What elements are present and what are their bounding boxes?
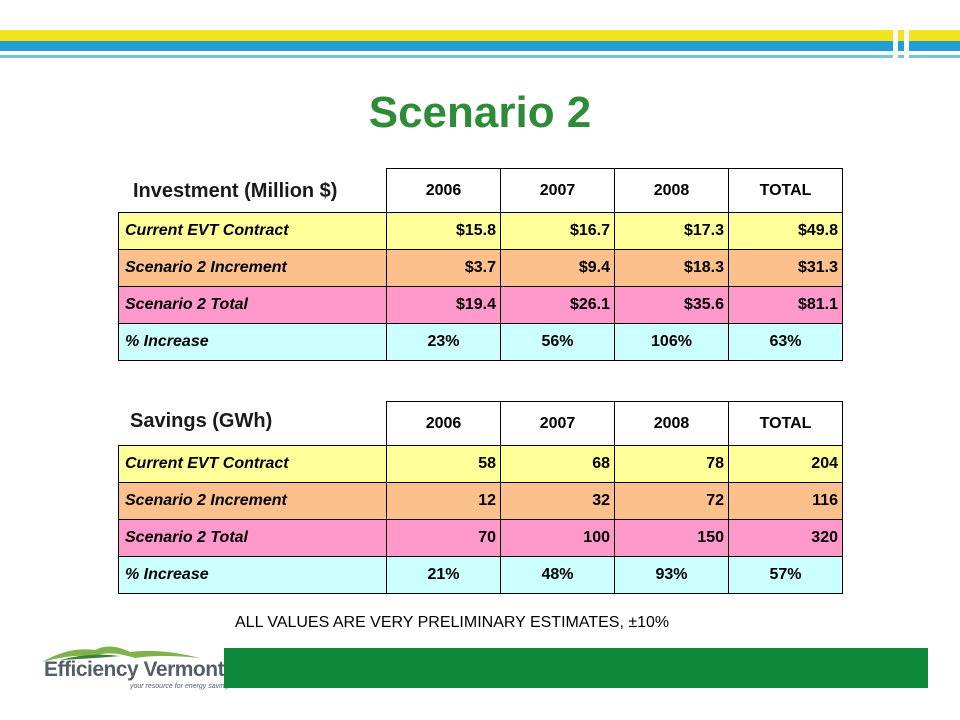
table-cell: $26.1	[500, 286, 615, 324]
table-cell: 21%	[386, 556, 501, 594]
table-cell: $81.1	[728, 286, 843, 324]
table-cell: 57%	[728, 556, 843, 594]
table-cell: 320	[728, 519, 843, 557]
light-blue-stripe	[0, 55, 960, 58]
yellow-stripe	[0, 30, 960, 41]
table-row: Scenario 2 Total $19.4 $26.1 $35.6 $81.1	[118, 286, 843, 324]
column-header: 2006	[386, 168, 501, 213]
footer-bar	[224, 648, 928, 688]
table-cell: 116	[728, 482, 843, 520]
column-header: TOTAL	[728, 401, 843, 446]
table-cell: 78	[614, 445, 729, 483]
savings-table: 2006 2007 2008 TOTAL Current EVT Contrac…	[118, 401, 843, 594]
column-header: TOTAL	[728, 168, 843, 213]
slide-title: Scenario 2	[368, 88, 592, 137]
table-row: Current EVT Contract $15.8 $16.7 $17.3 $…	[118, 212, 843, 250]
table-cell: 72	[614, 482, 729, 520]
column-header: 2007	[500, 401, 615, 446]
column-header: 2008	[614, 168, 729, 213]
table-row: Scenario 2 Increment 12 32 72 116	[118, 482, 843, 520]
table-cell: 23%	[386, 323, 501, 361]
savings-table-label: Savings (GWh)	[130, 410, 273, 432]
table-cell: $3.7	[386, 249, 501, 287]
row-label: % Increase	[118, 556, 387, 594]
row-label: % Increase	[118, 323, 387, 361]
table-cell: 48%	[500, 556, 615, 594]
header-stripes	[0, 30, 960, 62]
logo-tagline: your resource for energy savings	[130, 683, 232, 690]
column-header: 2008	[614, 401, 729, 446]
table-cell: 93%	[614, 556, 729, 594]
table-cell: $16.7	[500, 212, 615, 250]
table-cell: 68	[500, 445, 615, 483]
column-header: 2006	[386, 401, 501, 446]
logo-wordmark: Efficiency Vermont	[44, 658, 225, 681]
table-row: % Increase 21% 48% 93% 57%	[118, 556, 843, 594]
efficiency-vermont-logo-icon	[42, 646, 200, 662]
table-cell: $49.8	[728, 212, 843, 250]
table-cell: 32	[500, 482, 615, 520]
row-label: Current EVT Contract	[118, 445, 387, 483]
table-cell: $19.4	[386, 286, 501, 324]
table-cell: $35.6	[614, 286, 729, 324]
blue-stripe	[0, 41, 960, 51]
investment-table: 2006 2007 2008 TOTAL Current EVT Contrac…	[118, 168, 843, 361]
table-cell: 58	[386, 445, 501, 483]
table-row: Current EVT Contract 58 68 78 204	[118, 445, 843, 483]
table-cell: 150	[614, 519, 729, 557]
table-cell: $18.3	[614, 249, 729, 287]
disclaimer-note: ALL VALUES ARE VERY PRELIMINARY ESTIMATE…	[235, 614, 670, 631]
table-cell: $15.8	[386, 212, 501, 250]
row-label: Current EVT Contract	[118, 212, 387, 250]
row-label: Scenario 2 Total	[118, 286, 387, 324]
table-cell: $17.3	[614, 212, 729, 250]
table-row: % Increase 23% 56% 106% 63%	[118, 323, 843, 361]
investment-table-label: Investment (Million $)	[133, 180, 338, 202]
table-cell: 100	[500, 519, 615, 557]
table-row: Scenario 2 Increment $3.7 $9.4 $18.3 $31…	[118, 249, 843, 287]
table-cell: 106%	[614, 323, 729, 361]
table-cell: 70	[386, 519, 501, 557]
table-cell: 204	[728, 445, 843, 483]
row-label: Scenario 2 Increment	[118, 249, 387, 287]
white-stripe	[0, 51, 960, 55]
stripe-gap	[904, 30, 909, 58]
table-cell: 63%	[728, 323, 843, 361]
stripe-gap	[893, 30, 898, 58]
row-label: Scenario 2 Increment	[118, 482, 387, 520]
table-row: Scenario 2 Total 70 100 150 320	[118, 519, 843, 557]
column-header: 2007	[500, 168, 615, 213]
table-cell: $9.4	[500, 249, 615, 287]
row-label: Scenario 2 Total	[118, 519, 387, 557]
table-cell: 12	[386, 482, 501, 520]
table-cell: 56%	[500, 323, 615, 361]
table-cell: $31.3	[728, 249, 843, 287]
